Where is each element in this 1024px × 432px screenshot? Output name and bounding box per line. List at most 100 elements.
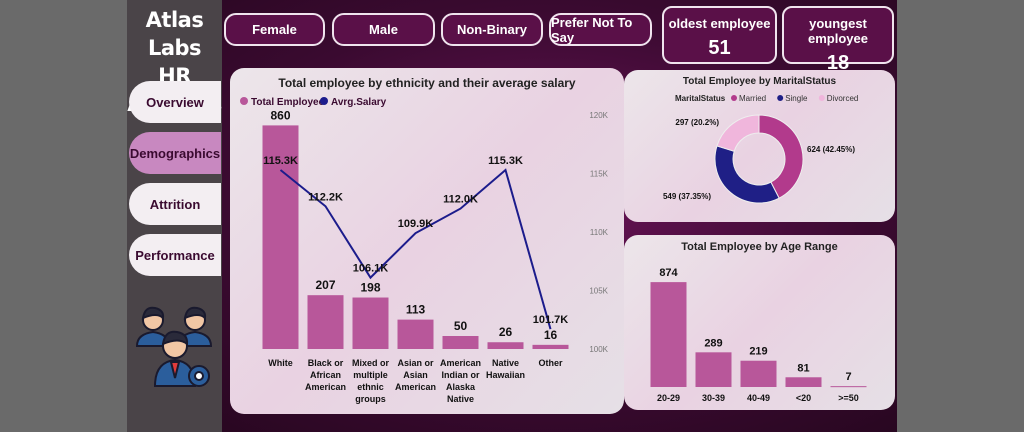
bar-data-label: 860	[270, 108, 290, 122]
x-tick-label: Mixed or	[352, 358, 390, 368]
x-tick-label: 30-39	[702, 393, 725, 403]
x-tick-label: groups	[355, 394, 386, 404]
x-tick-label: >=50	[838, 393, 859, 403]
legend-title: MaritalStatus	[675, 94, 726, 103]
line-data-label: 115.3K	[488, 155, 523, 167]
bar	[262, 125, 299, 350]
employees-icon	[135, 306, 213, 387]
bar-data-label: 81	[797, 362, 809, 374]
bar	[307, 295, 344, 349]
donut-slice	[758, 114, 804, 199]
legend-total-employee-marker	[240, 97, 248, 105]
slice-data-label: 549 (37.35%)	[663, 192, 711, 201]
kpi-youngest-label: youngest employee	[808, 16, 868, 46]
donut-slice	[716, 114, 760, 152]
kpi-oldest-label: oldest employee	[668, 16, 771, 31]
bar	[352, 297, 389, 349]
x-tick-label: multiple	[353, 370, 388, 380]
x-tick-label: 20-29	[657, 393, 680, 403]
legend-label: Married	[739, 94, 766, 103]
line-data-label: 106.1K	[353, 263, 389, 275]
bar-data-label: 113	[406, 303, 426, 317]
y2-tick-label: 105K	[589, 287, 608, 296]
donut-slice	[714, 145, 780, 204]
slice-data-label: 297 (20.2%)	[675, 118, 719, 127]
bar	[442, 336, 479, 349]
ethnicity-chart-title: Total employee by ethnicity and their av…	[278, 76, 576, 90]
filter-non-binary[interactable]: Non-Binary	[441, 13, 543, 46]
avg-salary-line	[279, 168, 552, 330]
line-data-label: 109.9K	[398, 218, 434, 230]
bar	[830, 386, 867, 388]
x-tick-label: Black or	[308, 358, 344, 368]
nav-overview[interactable]: Overview	[129, 81, 221, 123]
y2-tick-label: 110K	[590, 228, 609, 237]
x-tick-label: Alaska	[446, 382, 476, 392]
marital-chart-title: Total Employee by MaritalStatus	[682, 76, 837, 87]
bar	[740, 360, 777, 387]
kpi-youngest: youngest employee 18	[782, 6, 894, 74]
line-data-label: 112.2K	[308, 191, 343, 203]
legend-avg-salary-marker	[320, 97, 328, 105]
legend-total-employee-label: Total Employee	[251, 97, 325, 108]
x-tick-label: 40-49	[747, 393, 770, 403]
nav-performance[interactable]: Performance	[129, 234, 221, 276]
x-tick-label: Other	[538, 358, 563, 368]
legend-marker	[731, 95, 737, 101]
legend-marker	[818, 95, 825, 101]
kpi-oldest-value: 51	[708, 37, 731, 59]
bar-data-label: 219	[749, 346, 767, 358]
left-margin	[0, 0, 127, 432]
x-tick-label: American	[305, 382, 346, 392]
legend-label: Single	[785, 94, 808, 103]
x-tick-label: Hawaiian	[486, 370, 525, 380]
age-chart-card: Total Employee by Age Range 874 20-29 289 3…	[624, 235, 895, 410]
right-margin	[897, 0, 1024, 432]
line-data-label: 101.7K	[533, 314, 569, 326]
x-tick-label: ethnic	[357, 382, 384, 392]
bar	[397, 319, 434, 349]
y2-tick-label: 115K	[590, 170, 609, 179]
sidebar: Atlas Labs HR Analysis Overview Demograp…	[127, 0, 222, 432]
filter-female[interactable]: Female	[224, 13, 325, 46]
x-tick-label: White	[268, 358, 293, 368]
app-title-line1: Atlas Labs	[145, 8, 204, 60]
kpi-oldest: oldest employee 51	[662, 6, 777, 64]
bar-data-label: 26	[499, 325, 513, 339]
bar	[532, 344, 569, 349]
legend-avg-salary-label: Avrg.Salary	[331, 97, 387, 108]
nav-demographics[interactable]: Demographics	[129, 132, 221, 174]
x-tick-label: Asian	[403, 370, 428, 380]
bar	[650, 282, 687, 387]
slice-data-label: 624 (42.45%)	[807, 145, 855, 154]
x-tick-label: American	[395, 382, 436, 392]
filter-prefer-not-to-say[interactable]: Prefer Not To Say	[549, 13, 652, 46]
x-tick-label: Indian or	[442, 370, 480, 380]
legend-label: Divorced	[827, 94, 859, 103]
y2-tick-label: 100K	[589, 345, 608, 354]
bar	[695, 352, 732, 387]
x-tick-label: <20	[796, 393, 811, 403]
bar	[785, 377, 822, 387]
x-tick-label: Native	[492, 358, 519, 368]
bar-data-label: 50	[454, 319, 468, 333]
dashboard: Atlas Labs HR Analysis Overview Demograp…	[127, 0, 897, 432]
x-tick-label: Native	[447, 394, 474, 404]
bar-data-label: 7	[845, 371, 851, 383]
bar-data-label: 874	[659, 267, 678, 279]
marital-chart-card: Total Employee by MaritalStatus MaritalS…	[624, 70, 895, 222]
kpi-youngest-value: 18	[826, 52, 850, 74]
line-data-label: 115.3K	[263, 155, 298, 167]
ethnicity-chart: Total Employee Avrg.Salary 120K 115K 110K 105…	[240, 97, 609, 404]
line-data-label: 112.0K	[443, 194, 478, 206]
bar-data-label: 207	[315, 278, 335, 292]
bar-data-label: 198	[360, 281, 380, 295]
filter-male[interactable]: Male	[332, 13, 435, 46]
ethnicity-chart-card: Total employee by ethnicity and their av…	[230, 68, 624, 414]
age-chart: 874 20-29 289 30-39 219 40-49 81 <20 7 >=50	[650, 267, 867, 403]
bar	[487, 342, 524, 349]
bar-data-label: 289	[704, 337, 722, 349]
x-tick-label: African	[310, 370, 341, 380]
nav-attrition[interactable]: Attrition	[129, 183, 221, 225]
age-chart-title: Total Employee by Age Range	[681, 241, 838, 253]
